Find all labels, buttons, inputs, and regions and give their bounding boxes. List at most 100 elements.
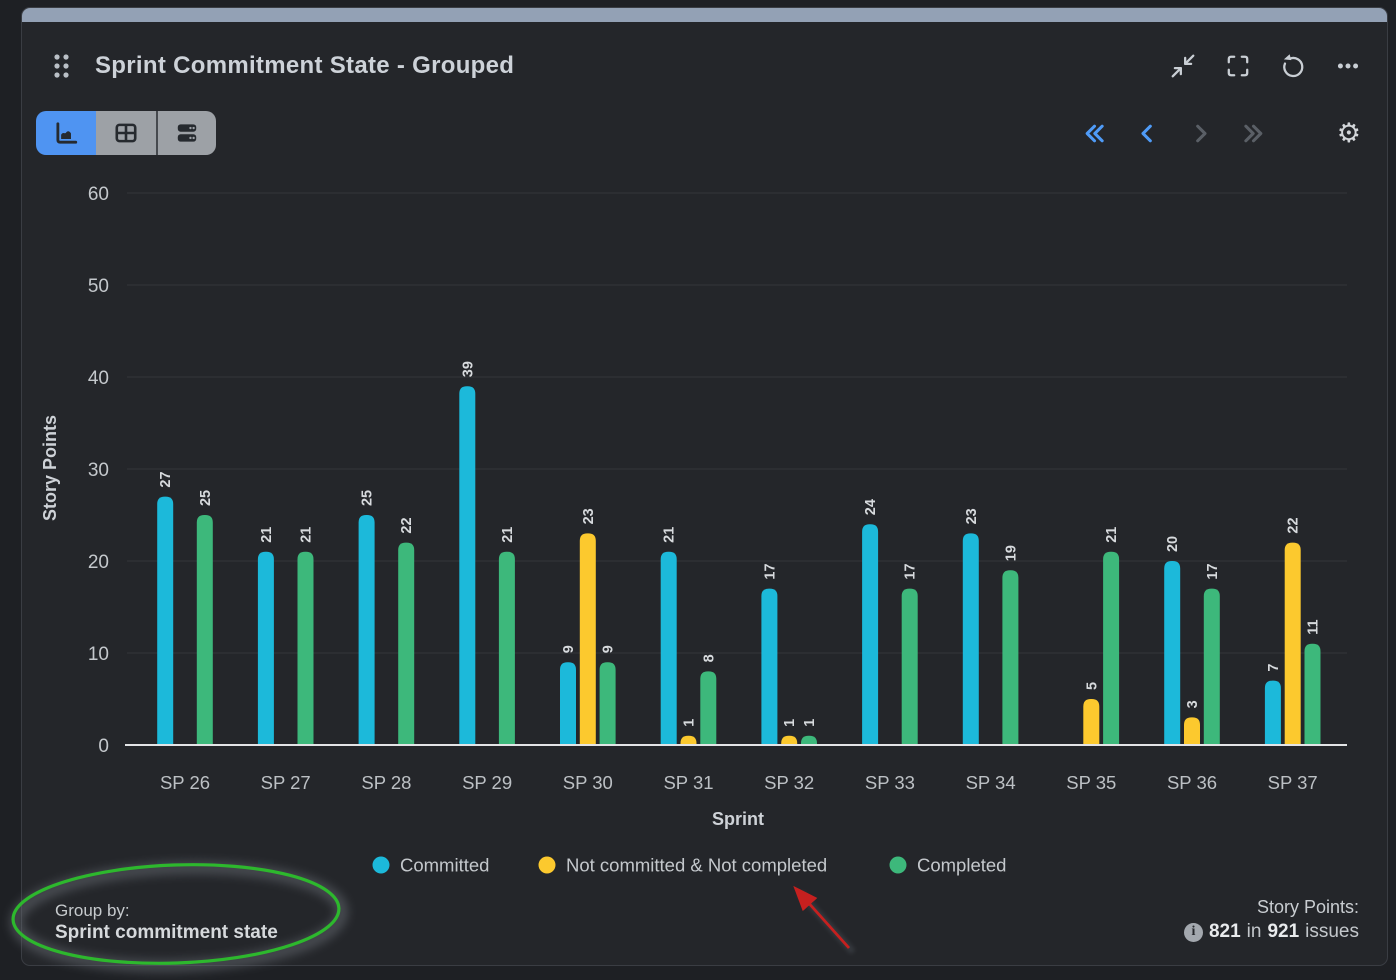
legend-label: Not committed & Not completed <box>566 855 827 876</box>
bar-0-7[interactable] <box>862 524 879 745</box>
bar-value-label: 17 <box>762 563 778 579</box>
refresh-button[interactable] <box>1280 53 1306 79</box>
bar-2-8[interactable] <box>1002 570 1019 745</box>
bar-0-10[interactable] <box>1164 561 1181 745</box>
x-tick-label: SP 31 <box>663 772 713 793</box>
header-actions <box>1170 53 1361 79</box>
bar-1-4[interactable] <box>579 533 596 745</box>
bar-2-11[interactable] <box>1304 643 1321 745</box>
x-tick-label: SP 30 <box>563 772 613 793</box>
bar-1-10[interactable] <box>1184 717 1200 745</box>
gear-icon: ⚙ <box>1336 117 1361 148</box>
area-chart-icon <box>56 122 78 144</box>
rows-view-button[interactable] <box>156 111 216 155</box>
bar-2-9[interactable] <box>1103 551 1120 745</box>
drag-handle[interactable] <box>52 52 71 80</box>
bar-value-label: 3 <box>1185 700 1201 708</box>
group-by-block: Group by: Sprint commitment state <box>55 900 278 945</box>
bar-2-1[interactable] <box>297 551 314 745</box>
double-chevron-left-icon <box>1085 124 1104 142</box>
last-page-button[interactable] <box>1240 120 1267 147</box>
legend-item-0[interactable]: Committed <box>372 855 490 876</box>
collapse-icon <box>1171 54 1195 78</box>
bar-2-5[interactable] <box>700 671 717 745</box>
y-tick-label: 10 <box>88 644 109 665</box>
x-tick-label: SP 29 <box>462 772 512 793</box>
bar-2-2[interactable] <box>398 542 415 745</box>
bar-value-label: 21 <box>1104 527 1120 543</box>
bar-value-label: 1 <box>682 719 698 727</box>
bar-value-label: 23 <box>581 508 597 524</box>
bar-value-label: 21 <box>259 527 275 543</box>
table-icon <box>115 123 137 143</box>
bar-0-6[interactable] <box>761 588 778 745</box>
bar-value-label: 5 <box>1084 682 1100 690</box>
bar-value-label: 17 <box>903 563 919 579</box>
bar-value-label: 9 <box>601 645 617 653</box>
bar-value-label: 1 <box>802 719 818 727</box>
bar-0-8[interactable] <box>962 533 979 745</box>
bar-1-11[interactable] <box>1284 542 1301 745</box>
count-conjunction: in <box>1246 921 1262 942</box>
bar-2-4[interactable] <box>599 662 616 745</box>
legend-swatch <box>889 856 907 874</box>
bar-0-0[interactable] <box>157 496 174 745</box>
x-tick-label: SP 34 <box>966 772 1016 793</box>
bar-value-label: 27 <box>158 471 174 487</box>
fullscreen-icon <box>1227 55 1249 77</box>
settings-button[interactable]: ⚙ <box>1336 117 1361 148</box>
legend-swatch <box>538 856 556 874</box>
view-switcher <box>36 111 216 155</box>
bar-value-label: 1 <box>782 719 798 727</box>
legend-item-2[interactable]: Completed <box>889 855 1007 876</box>
collapse-button[interactable] <box>1170 53 1196 79</box>
previous-page-button[interactable] <box>1134 120 1161 147</box>
bar-0-4[interactable] <box>560 662 576 745</box>
table-view-button[interactable] <box>96 111 156 155</box>
more-options-button[interactable] <box>1335 53 1361 79</box>
widget-toolbar: ⚙ <box>36 110 1361 156</box>
bar-value-label: 39 <box>460 361 476 377</box>
bar-1-6[interactable] <box>781 735 798 745</box>
x-tick-label: SP 37 <box>1268 772 1318 793</box>
y-axis-title: Story Points <box>40 415 60 521</box>
bar-value-label: 21 <box>662 527 678 543</box>
drag-dots-icon <box>54 54 69 78</box>
y-tick-label: 0 <box>98 736 109 757</box>
bar-2-3[interactable] <box>498 551 515 745</box>
y-tick-label: 40 <box>88 368 109 389</box>
bar-value-label: 9 <box>561 645 577 653</box>
bar-0-3[interactable] <box>459 386 476 745</box>
bar-0-5[interactable] <box>660 551 677 745</box>
bar-0-1[interactable] <box>257 551 274 745</box>
widget-card: Sprint Commitment State - Grouped <box>21 7 1388 966</box>
first-page-button[interactable] <box>1081 120 1108 147</box>
bar-1-9[interactable] <box>1083 699 1100 745</box>
bar-value-label: 8 <box>701 654 717 662</box>
bar-2-10[interactable] <box>1203 588 1220 745</box>
y-tick-label: 30 <box>88 460 109 481</box>
bar-value-label: 24 <box>863 499 879 515</box>
x-tick-label: SP 35 <box>1066 772 1116 793</box>
bar-2-6[interactable] <box>801 735 817 745</box>
bar-2-0[interactable] <box>196 515 213 745</box>
info-icon[interactable]: i <box>1183 922 1203 942</box>
next-page-button[interactable] <box>1187 120 1214 147</box>
x-tick-label: SP 27 <box>261 772 311 793</box>
issues-count: 921 <box>1267 921 1300 942</box>
bar-0-2[interactable] <box>358 515 375 745</box>
bar-value-label: 21 <box>299 527 315 543</box>
bar-1-5[interactable] <box>680 735 697 745</box>
legend-item-1[interactable]: Not committed & Not completed <box>538 855 828 876</box>
widget-header: Sprint Commitment State - Grouped <box>52 46 1361 86</box>
bar-2-7[interactable] <box>901 588 918 745</box>
x-tick-label: SP 33 <box>865 772 915 793</box>
y-tick-label: 50 <box>88 276 109 297</box>
fullscreen-button[interactable] <box>1225 53 1251 79</box>
chart-view-button[interactable] <box>36 111 96 155</box>
y-tick-label: 60 <box>88 184 109 205</box>
count-suffix: issues <box>1305 921 1359 942</box>
bar-value-label: 25 <box>360 490 376 506</box>
bar-0-11[interactable] <box>1264 680 1281 745</box>
x-tick-label: SP 26 <box>160 772 210 793</box>
